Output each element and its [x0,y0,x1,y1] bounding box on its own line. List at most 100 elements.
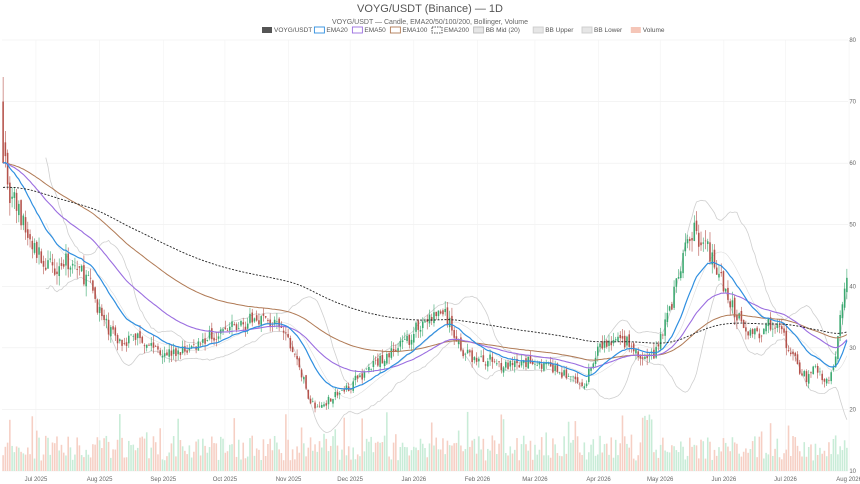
volume-bar [388,456,390,471]
legend-item[interactable]: BB Mid (20) [473,26,520,34]
legend-item[interactable]: VOYG/USDT [262,27,312,34]
volume-bar [119,414,121,471]
legend-item[interactable]: EMA200 [431,26,469,34]
candle [623,330,626,350]
volume-bar [581,454,583,471]
candle [291,340,294,353]
volume-bar [38,437,40,471]
candle [572,375,574,383]
candle [336,389,339,399]
volume-bar [823,450,826,471]
volume-bar [332,436,334,471]
candle [439,309,442,315]
volume-bar [24,454,27,471]
candle [697,224,700,256]
candle [177,347,179,360]
candle [417,319,420,338]
volume-bar [377,441,379,471]
volume-bar [177,418,179,471]
candle [527,356,530,369]
candle [435,311,438,320]
candle [843,282,846,311]
volume-bar [711,459,714,471]
candle [769,312,772,332]
volume-bar [202,438,204,471]
candle [148,343,150,347]
candle [460,333,462,352]
volume-bar [271,450,274,471]
candle [15,189,18,224]
candle [399,337,402,352]
volume-bar [110,457,112,471]
volume-bar [664,450,666,471]
volume-bar [197,439,200,471]
candle [455,329,458,342]
volume-bar [40,460,43,471]
volume-bar [637,455,639,471]
candle [107,312,110,341]
volume-bar [605,443,608,471]
volume-bar [504,453,507,471]
candle [233,321,236,326]
legend-item[interactable]: Volume [630,27,665,34]
candle [224,320,227,330]
legend-swatch [351,26,363,34]
candle [112,320,114,334]
candle [774,323,776,334]
legend-item[interactable]: EMA50 [351,26,386,34]
volume-bar [87,454,90,471]
x-tick-label: Sep 2025 [150,477,176,483]
volume-bar [365,438,368,471]
legend-item[interactable]: EMA100 [389,26,428,34]
volume-bar [85,449,87,471]
candle [832,364,835,372]
candle [152,335,155,354]
volume-bar [428,443,431,471]
candle [718,264,720,281]
candle [841,301,844,325]
candle [540,359,543,373]
candle [803,369,806,377]
candle [11,187,13,208]
candle [588,363,590,385]
candle [352,377,354,393]
candle [154,344,157,348]
volume-bar [44,435,47,471]
candle [139,325,141,344]
volume-bar [83,457,85,471]
candle [412,326,415,350]
candle [599,342,601,353]
candle [98,299,101,322]
volume-bar [392,442,395,471]
candle [359,373,361,378]
legend-item[interactable]: BB Lower [581,26,623,34]
candle [686,234,689,249]
legend-label: EMA200 [444,27,469,34]
volume-bar [632,458,635,471]
bb-upper-line [45,157,848,386]
candle [53,258,56,277]
candle [662,333,664,340]
volume-bar [298,452,301,471]
volume-bar [819,447,821,471]
volume-bar [253,455,256,471]
candle [383,359,386,370]
volume-bar [107,441,110,471]
volume-bar [745,448,747,471]
volume-bar [224,452,227,471]
volume-bar [141,436,144,471]
candle [242,317,245,332]
candle [451,307,453,336]
volume-bar [742,451,745,471]
candle [179,351,182,360]
legend-item[interactable]: BB Upper [532,26,574,34]
volume-bar [139,437,141,471]
candle [249,307,251,325]
candle [487,358,489,372]
candle [430,313,433,326]
volume-bar [682,446,684,471]
candle [747,330,749,340]
candle [816,363,819,379]
candle [262,307,265,322]
legend-item[interactable]: EMA20 [313,26,348,34]
